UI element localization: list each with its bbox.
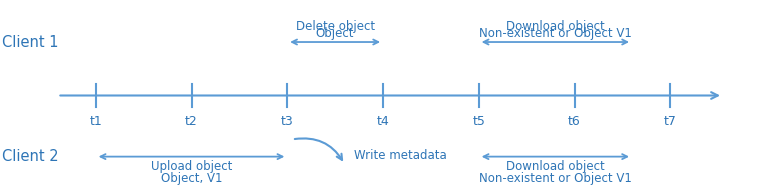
Text: t5: t5 bbox=[473, 115, 485, 128]
Text: t3: t3 bbox=[281, 115, 293, 128]
Text: Download object: Download object bbox=[506, 20, 604, 33]
Text: Download object: Download object bbox=[506, 160, 604, 173]
Text: Client 2: Client 2 bbox=[2, 149, 58, 164]
Text: Client 1: Client 1 bbox=[2, 35, 58, 49]
Text: Delete object: Delete object bbox=[296, 20, 375, 33]
Text: Non-existent or Object V1: Non-existent or Object V1 bbox=[479, 27, 632, 40]
Text: Object, V1: Object, V1 bbox=[161, 172, 222, 185]
Text: t4: t4 bbox=[377, 115, 389, 128]
Text: Object: Object bbox=[316, 27, 355, 40]
Text: t2: t2 bbox=[185, 115, 198, 128]
Text: t6: t6 bbox=[568, 115, 581, 128]
Text: t7: t7 bbox=[664, 115, 676, 128]
Text: Write metadata: Write metadata bbox=[355, 149, 447, 162]
Text: t1: t1 bbox=[90, 115, 102, 128]
Text: Upload object: Upload object bbox=[151, 160, 232, 173]
Text: Non-existent or Object V1: Non-existent or Object V1 bbox=[479, 172, 632, 185]
